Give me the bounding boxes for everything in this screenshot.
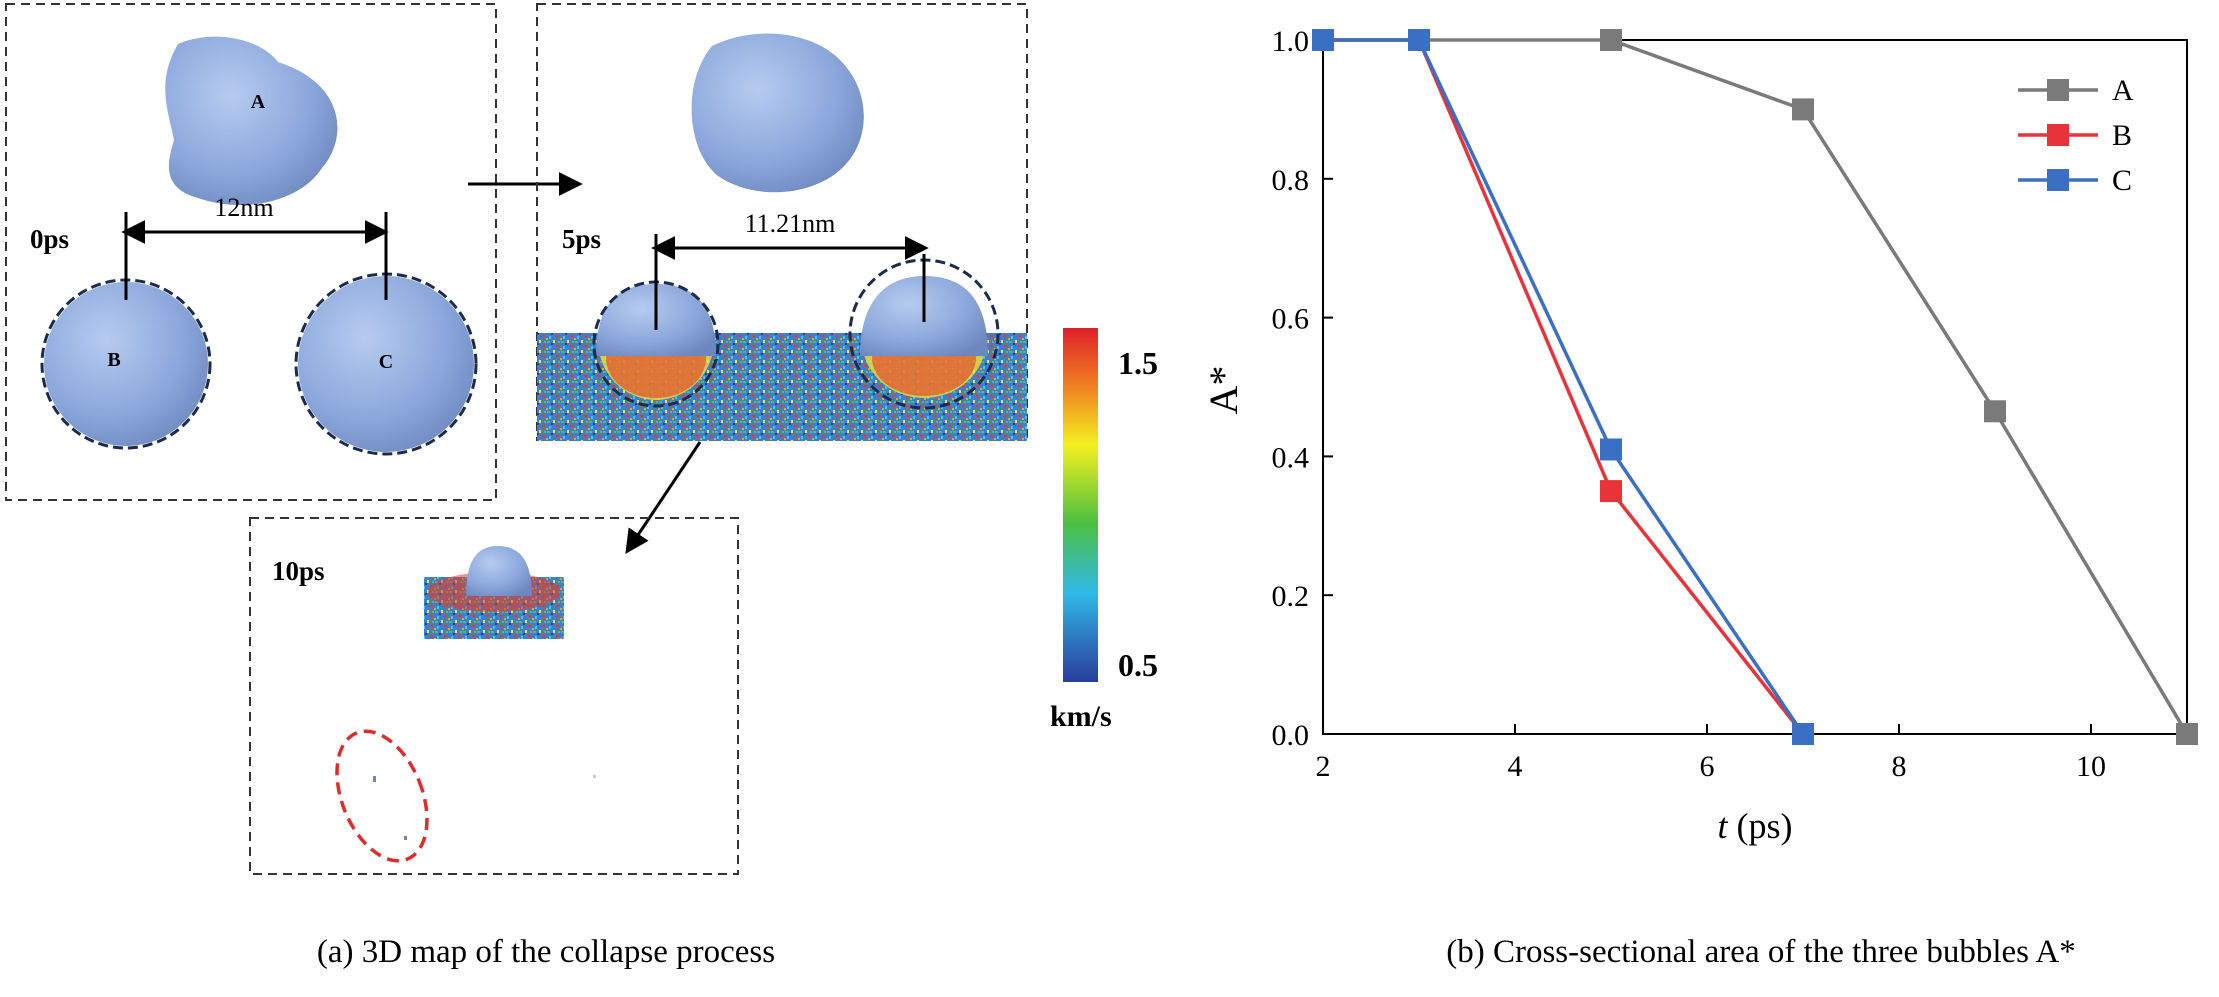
legend-label-c: C — [2112, 164, 2132, 197]
colorbar-gradient — [1063, 328, 1098, 682]
arrow-5ps-to-10ps — [625, 441, 702, 554]
x-tick-label-3: 8 — [1892, 750, 1907, 783]
bubble-b — [44, 282, 208, 446]
bubble-c-label: C — [379, 351, 393, 373]
y-tick-label-5: 1.0 — [1272, 25, 1310, 58]
bubble-a-label: A — [251, 91, 266, 113]
series-point-b-2 — [1600, 480, 1622, 503]
bubble-a — [165, 36, 338, 206]
remnant-speck-2 — [404, 836, 407, 840]
frame-5ps: 5ps 11.21nm — [536, 3, 1028, 441]
colorbar-max-label: 1.5 — [1118, 345, 1158, 381]
x-axis-label: t (ps) — [1717, 806, 1792, 846]
series-line-c — [1323, 38, 1805, 735]
legend: ABC — [2018, 74, 2134, 197]
legend-label-a: A — [2112, 74, 2134, 107]
frame-10ps-time-label: 10ps — [272, 556, 325, 586]
series-point-c-2 — [1600, 438, 1622, 461]
frame-5ps-time-label: 5ps — [562, 224, 601, 254]
remnant-highlight-ellipse — [335, 729, 429, 863]
series-point-c-1 — [1408, 29, 1430, 51]
frame-0ps-border — [5, 3, 497, 501]
series-point-a-2 — [1600, 29, 1622, 51]
bubble-c — [298, 276, 474, 452]
series-point-a-4 — [1984, 400, 2006, 423]
x-tick-label-2: 6 — [1700, 750, 1715, 783]
series-point-c-3 — [1792, 723, 1814, 745]
distance-label-0ps: 12nm — [214, 193, 273, 222]
y-tick-label-4: 0.8 — [1272, 164, 1310, 197]
x-tick-label-1: 4 — [1508, 750, 1523, 783]
y-tick-label-2: 0.4 — [1272, 441, 1310, 474]
caption-a: (a) 3D map of the collapse process — [317, 934, 775, 970]
x-tick-label-0: 2 — [1316, 750, 1331, 783]
frame-0ps-time-label: 0ps — [30, 224, 69, 254]
series-layer — [1312, 29, 2198, 745]
distance-label-5ps: 11.21nm — [745, 209, 836, 238]
legend-label-b: B — [2112, 119, 2132, 152]
legend-marker-a — [2047, 79, 2069, 101]
legend-marker-b — [2047, 124, 2069, 146]
series-point-a-3 — [1792, 98, 1814, 121]
legend-marker-c — [2047, 169, 2069, 191]
remnant-speck-1 — [373, 776, 376, 782]
x-axis-label-variable: t — [1717, 806, 1728, 846]
remnant-speck-3 — [593, 775, 596, 778]
frame-0ps: A 0ps 12nm B C — [5, 3, 497, 501]
x-axis-label-unit: (ps) — [1728, 806, 1793, 846]
x-axis: 2 4 6 8 10 — [1316, 724, 2106, 783]
colorbar-min-label: 0.5 — [1118, 647, 1158, 683]
caption-b: (b) Cross-sectional area of the three bu… — [1446, 934, 2076, 970]
series-point-a-5 — [2176, 723, 2198, 745]
frame-10ps: 10ps — [249, 517, 739, 875]
y-tick-label-1: 0.2 — [1272, 580, 1310, 613]
bubble-a-10ps — [466, 546, 532, 596]
y-tick-label-0: 0.0 — [1272, 719, 1310, 752]
frame-10ps-border — [249, 517, 739, 875]
y-tick-label-3: 0.6 — [1272, 303, 1310, 336]
bubble-a-5ps — [691, 33, 864, 193]
y-axis: 0.0 0.2 0.4 0.6 0.8 1.0 — [1272, 25, 1333, 752]
colorbar-unit-label: km/s — [1050, 700, 1112, 733]
chart-panel-b: 0.00.20.40.60.81.0 2 4 6 8 10 ABC A* t (ps) … — [1201, 25, 2198, 970]
y-axis-label: A* — [1201, 366, 1246, 415]
bubble-b-label: B — [107, 349, 120, 371]
panel-a: A 0ps 12nm B C 5ps 11.21nm — [5, 3, 1158, 970]
x-tick-label-4: 10 — [2076, 750, 2106, 783]
series-point-c-0 — [1312, 29, 1334, 51]
colorbar: 1.5 0.5 km/s — [1050, 328, 1158, 733]
